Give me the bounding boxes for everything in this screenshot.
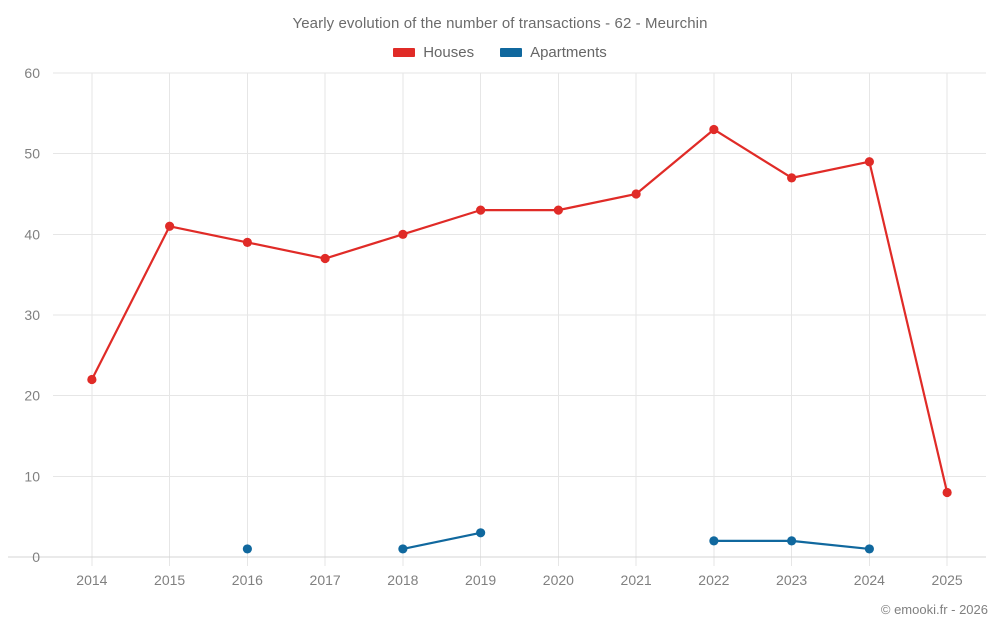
data-point-houses-2019[interactable]: [476, 205, 486, 215]
legend-item-apartments[interactable]: Apartments: [500, 44, 607, 61]
data-point-apartments-2016[interactable]: [242, 544, 252, 554]
legend-label-apartments: Apartments: [530, 44, 607, 61]
data-point-houses-2025[interactable]: [942, 487, 952, 498]
data-point-apartments-2023[interactable]: [787, 536, 797, 546]
y-tick-label: 60: [24, 65, 40, 81]
data-point-houses-2022[interactable]: [709, 124, 719, 135]
chart-title: Yearly evolution of the number of transa…: [292, 15, 708, 32]
y-tick-label: 30: [24, 307, 40, 323]
grid-lines: [53, 72, 986, 566]
y-tick-label: 0: [32, 549, 40, 565]
data-point-apartments-2024[interactable]: [864, 544, 874, 554]
legend-label-houses: Houses: [423, 44, 475, 61]
data-point-houses-2023[interactable]: [787, 173, 797, 183]
x-tick-label: 2014: [76, 572, 107, 588]
data-point-houses-2017[interactable]: [320, 253, 330, 264]
data-point-houses-2021[interactable]: [631, 189, 641, 199]
x-tick-label: 2021: [621, 572, 652, 588]
x-tick-label: 2015: [154, 572, 185, 588]
data-point-houses-2024[interactable]: [864, 157, 874, 167]
data-point-apartments-2019[interactable]: [476, 528, 486, 538]
series-line-apartments: [401, 531, 482, 551]
data-point-apartments-2022[interactable]: [709, 536, 719, 546]
legend-item-houses[interactable]: Houses: [393, 44, 474, 61]
x-tick-label: 2017: [310, 572, 341, 588]
data-point-houses-2018[interactable]: [398, 229, 408, 239]
y-tick-label: 50: [24, 146, 40, 162]
legend-swatch-houses: [393, 48, 416, 57]
x-tick-label: 2019: [465, 572, 496, 588]
x-axis-tick-labels: 2014 2015 2016 2017 2018 2019 2020 2021 2022 2023…: [76, 572, 963, 588]
series-markers: [87, 124, 952, 554]
y-tick-label: 10: [24, 468, 40, 484]
credit-text: © emooki.fr - 2026: [880, 602, 988, 617]
data-point-houses-2014[interactable]: [87, 374, 97, 385]
legend-swatch-apartments: [500, 48, 523, 57]
x-tick-label: 2022: [698, 572, 729, 588]
data-point-houses-2015[interactable]: [165, 221, 175, 231]
x-tick-label: 2020: [543, 572, 574, 588]
x-tick-label: 2023: [776, 572, 807, 588]
x-tick-label: 2016: [232, 572, 263, 588]
x-tick-label: 2025: [932, 572, 963, 588]
data-point-apartments-2018[interactable]: [398, 544, 408, 554]
y-tick-label: 40: [24, 226, 40, 242]
chart-legend: Houses Apartments: [0, 44, 1000, 61]
y-tick-label: 20: [24, 388, 40, 404]
x-tick-label: 2018: [387, 572, 418, 588]
series-paths: [90, 128, 949, 551]
data-point-houses-2016[interactable]: [242, 237, 252, 247]
y-axis-tick-labels: 0 10 20 30 40 50 60: [24, 65, 40, 565]
x-tick-label: 2024: [854, 572, 885, 588]
data-point-houses-2020[interactable]: [553, 205, 563, 215]
series-line-houses: [90, 128, 949, 494]
